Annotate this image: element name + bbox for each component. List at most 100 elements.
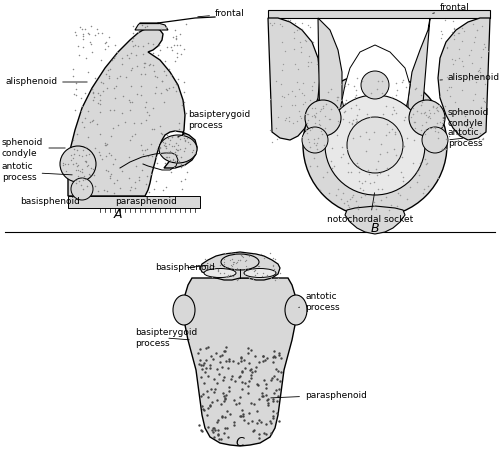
Point xyxy=(235,373,243,380)
Point xyxy=(90,94,98,101)
Point xyxy=(376,169,384,177)
Point xyxy=(196,422,203,429)
Point xyxy=(472,79,480,86)
Point xyxy=(118,167,126,174)
Point xyxy=(214,431,222,439)
Point xyxy=(166,72,174,79)
Point xyxy=(478,23,486,30)
Point xyxy=(340,199,348,206)
Point xyxy=(250,271,258,279)
Point xyxy=(301,36,309,44)
Point xyxy=(61,160,69,167)
Point xyxy=(125,54,133,62)
Ellipse shape xyxy=(173,295,195,325)
Circle shape xyxy=(303,73,447,217)
Point xyxy=(270,352,278,360)
Point xyxy=(425,113,433,120)
Point xyxy=(148,170,156,178)
Point xyxy=(458,58,466,65)
Point xyxy=(268,415,276,422)
Point xyxy=(438,146,446,153)
Point xyxy=(130,22,138,29)
Point xyxy=(314,61,322,68)
Point xyxy=(202,266,210,273)
Point xyxy=(196,392,204,399)
Point xyxy=(96,97,104,104)
Point xyxy=(132,162,140,169)
Point xyxy=(346,195,354,202)
Point xyxy=(334,186,342,193)
Point xyxy=(417,92,425,99)
Point xyxy=(178,131,186,138)
Point xyxy=(442,135,450,143)
Point xyxy=(294,66,302,73)
Point xyxy=(314,134,322,142)
Point xyxy=(448,55,456,62)
Point xyxy=(144,153,152,160)
Point xyxy=(316,108,324,115)
Point xyxy=(316,105,324,113)
Point xyxy=(214,266,222,273)
Point xyxy=(200,405,207,412)
Point xyxy=(180,99,188,106)
Point xyxy=(102,38,110,45)
Point xyxy=(252,363,260,370)
Point xyxy=(450,25,458,32)
Point xyxy=(310,140,318,147)
Point xyxy=(84,133,92,141)
Point xyxy=(276,20,284,28)
Text: basisphenoid: basisphenoid xyxy=(20,197,80,207)
Point xyxy=(104,42,112,49)
Point xyxy=(300,99,308,106)
Point xyxy=(229,357,237,364)
Point xyxy=(230,258,237,266)
Point xyxy=(85,31,93,38)
Point xyxy=(274,274,282,281)
Polygon shape xyxy=(268,10,490,18)
Point xyxy=(383,148,391,155)
Point xyxy=(304,110,312,118)
Point xyxy=(224,271,232,278)
Point xyxy=(334,118,342,125)
Point xyxy=(170,41,178,48)
Point xyxy=(107,170,115,177)
Point xyxy=(402,84,409,91)
Point xyxy=(214,417,222,424)
Point xyxy=(79,44,87,51)
Point xyxy=(133,90,141,97)
Point xyxy=(128,42,136,49)
Point xyxy=(214,267,222,274)
Point xyxy=(76,182,84,189)
Point xyxy=(374,78,382,85)
Point xyxy=(102,167,110,174)
Point xyxy=(76,23,84,30)
Point xyxy=(240,356,248,363)
Point xyxy=(208,355,216,363)
Point xyxy=(313,163,321,170)
Point xyxy=(150,89,158,97)
Point xyxy=(169,156,177,163)
Point xyxy=(311,113,319,120)
Point xyxy=(374,185,382,192)
Point xyxy=(431,124,439,132)
Point xyxy=(84,29,92,36)
Point xyxy=(365,136,373,143)
Point xyxy=(450,32,458,39)
Point xyxy=(150,61,158,68)
Point xyxy=(456,45,464,53)
Point xyxy=(420,156,428,163)
Point xyxy=(172,80,180,87)
Point xyxy=(318,130,326,138)
Point xyxy=(295,107,303,114)
Point xyxy=(156,144,164,151)
Point xyxy=(391,130,399,137)
Point xyxy=(277,80,285,87)
Point xyxy=(427,125,435,132)
Point xyxy=(200,256,208,263)
Point xyxy=(353,74,361,82)
Point xyxy=(266,19,274,26)
Point xyxy=(354,205,362,212)
Point xyxy=(227,262,235,269)
Point xyxy=(136,83,144,90)
Point xyxy=(233,276,241,283)
